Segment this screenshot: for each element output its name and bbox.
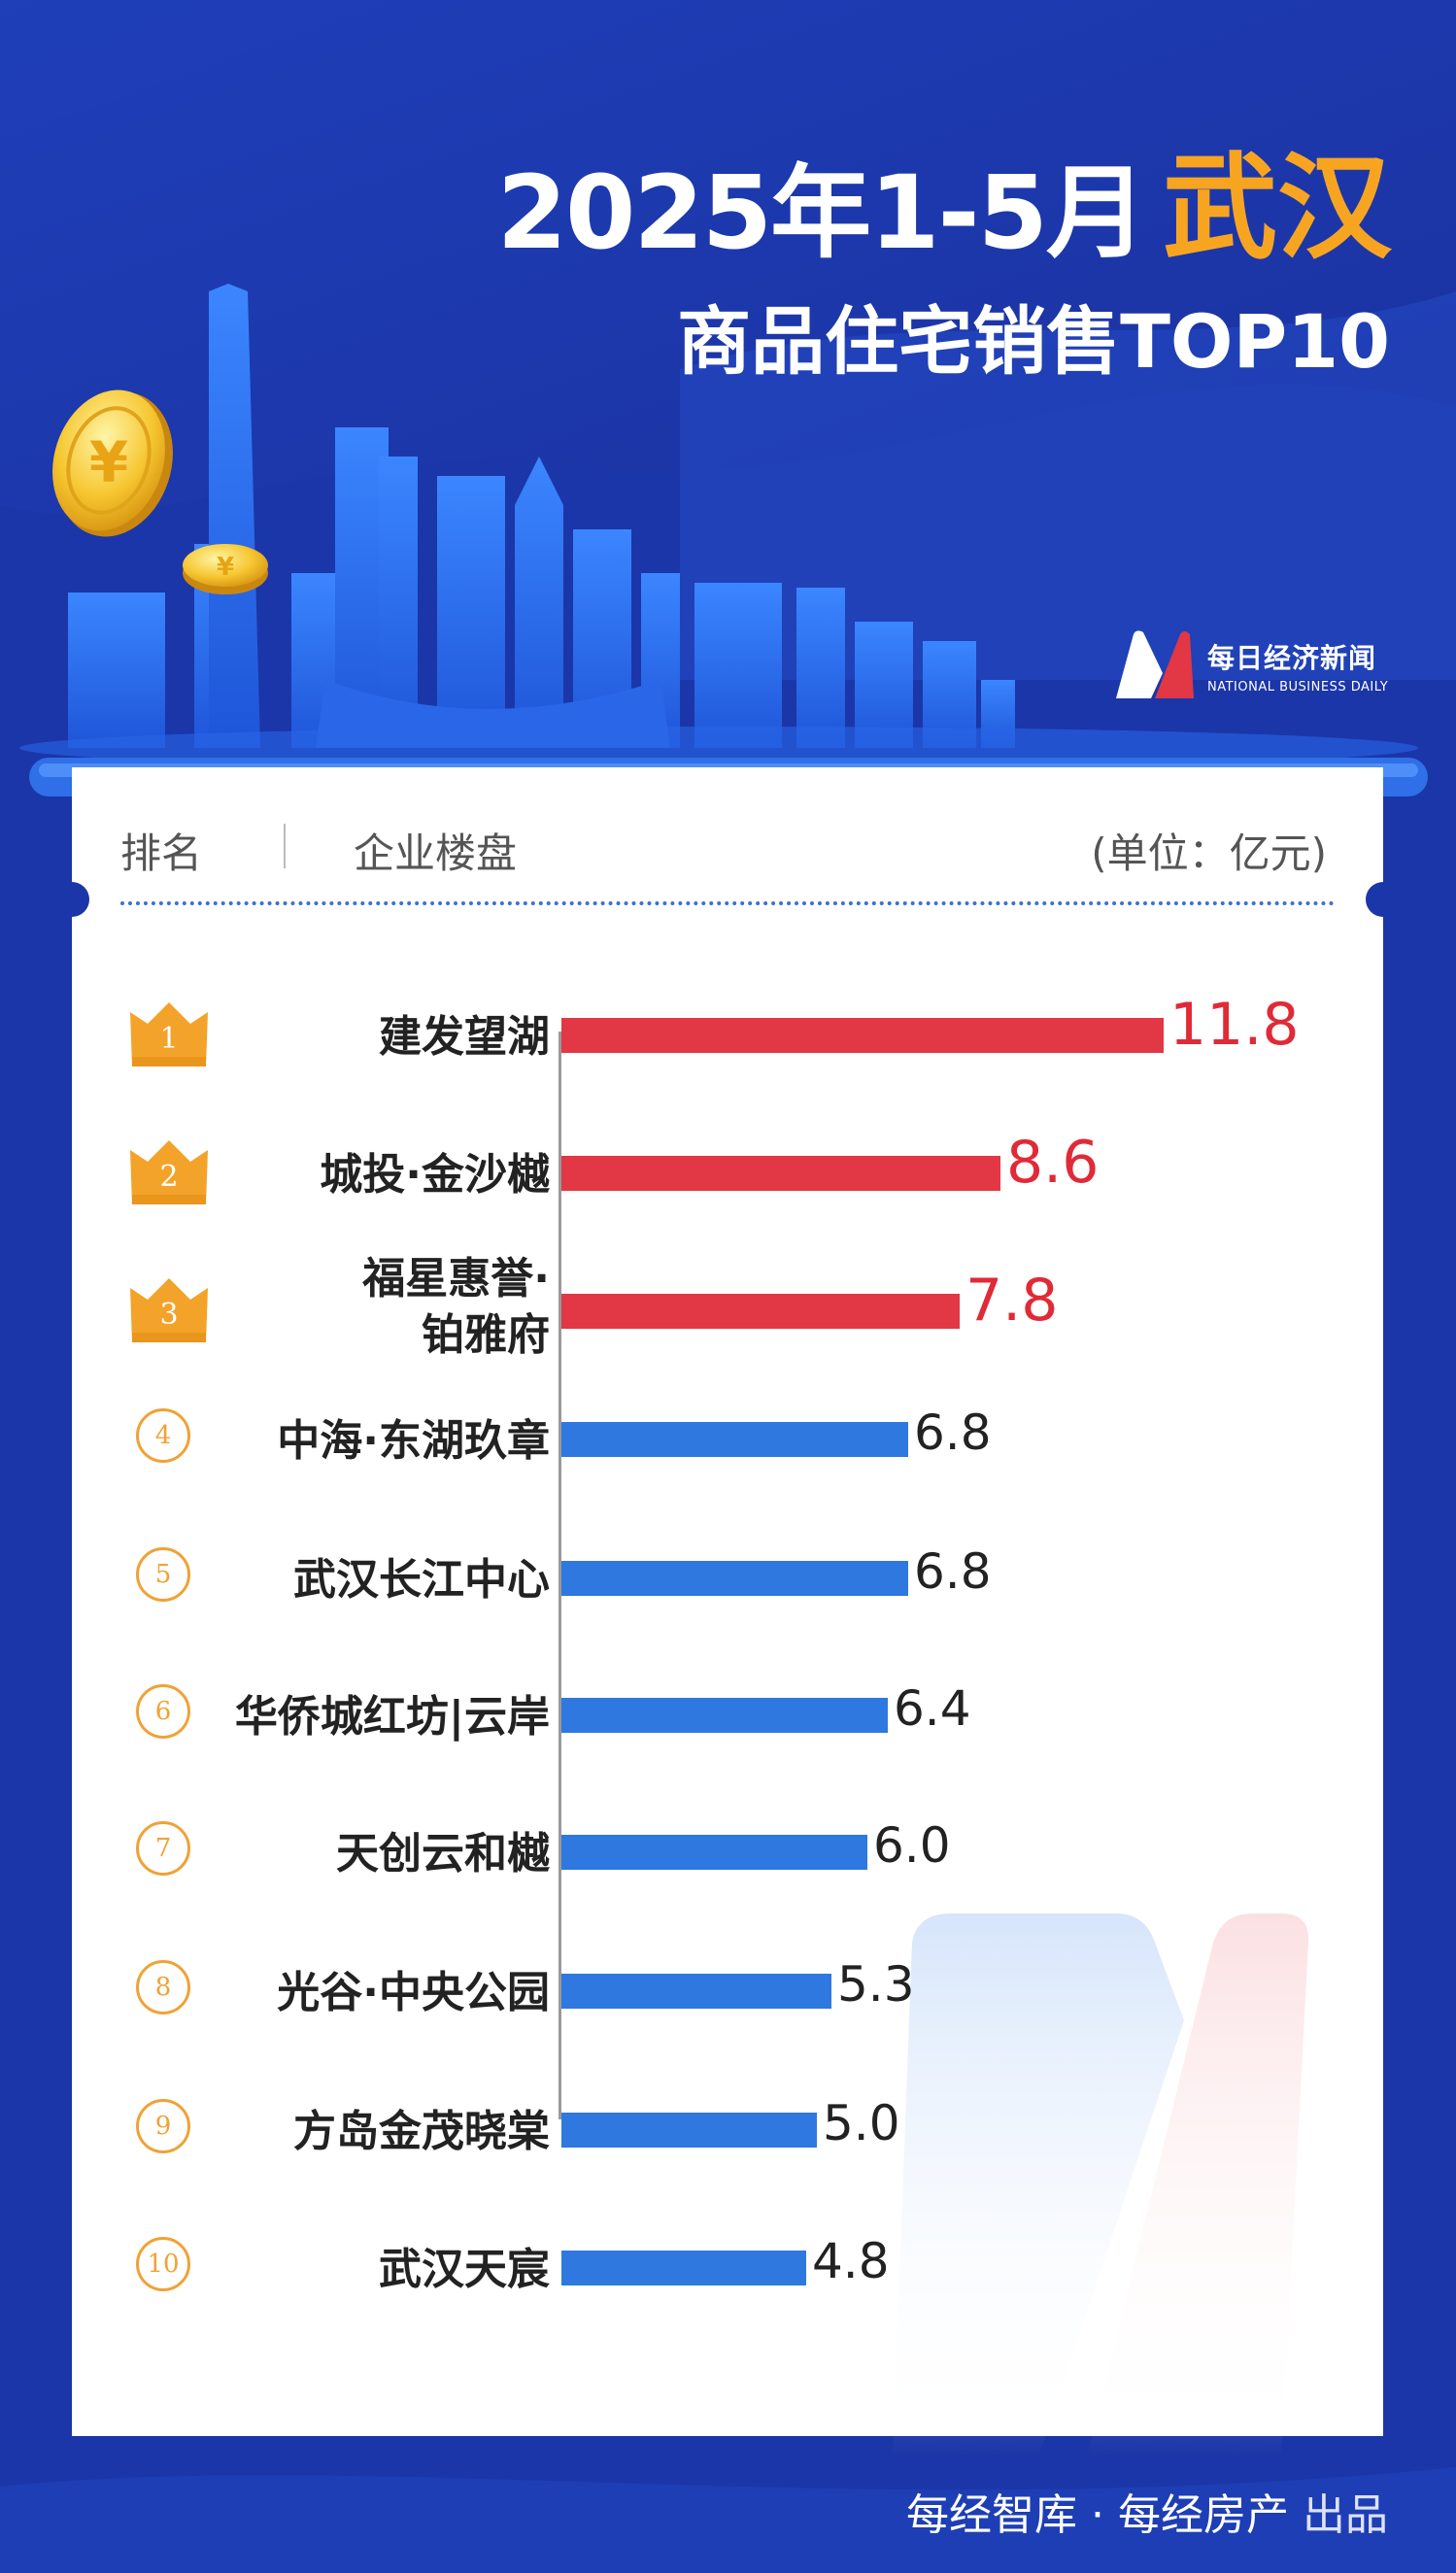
watermark-logo [893,1913,1309,2457]
bar [561,1561,908,1596]
crown-badge-icon: 3 [128,1274,210,1344]
bar [561,1018,1164,1053]
bar-value-label: 11.8 [1169,991,1300,1059]
bar-value-label: 5.0 [823,2095,900,2151]
bar [561,1422,908,1457]
nbd-logo-icon [1116,630,1194,698]
header-divider [284,824,286,868]
chart-row: 4 中海·东湖玖章 6.8 [72,1395,1383,1492]
chart-row: 5 武汉长江中心 6.8 [72,1534,1383,1631]
title-period: 2025年1-5月 [496,153,1147,272]
rank-number: 6 [136,1684,190,1739]
bar-category-label: 华侨城红坊|云岸 [234,1692,550,1742]
unit-label: (单位：亿元) [1091,829,1327,877]
page-subtitle: 商品住宅销售TOP10 [677,298,1390,385]
rank-number: 8 [136,1960,190,2014]
bar-category-label: 天创云和樾 [336,1829,550,1879]
rank-number: 4 [136,1408,190,1463]
bar-category-label: 城投·金沙樾 [320,1150,550,1200]
crown-badge-icon: 1 [128,999,210,1068]
rank-number: 1 [159,1022,179,1056]
bar-category-label: 方岛金茂晓棠 [293,2107,550,2156]
rank-number: 10 [136,2237,190,2291]
card-notch-right [1366,882,1401,917]
logo-en-text: NATIONAL BUSINESS DAILY [1207,679,1389,694]
bar [561,1974,831,2009]
bar [561,1294,960,1329]
dotted-divider [120,901,1335,905]
bar-category-label: 福星惠誉· 铂雅府 [362,1254,550,1360]
chart-row: 7 天创云和樾 6.0 [72,1808,1383,1905]
svg-text:¥: ¥ [89,429,128,495]
chart-row: 2 城投·金沙樾 8.6 [72,1129,1383,1226]
bar [561,1698,888,1733]
bar-value-label: 5.3 [837,1956,915,2013]
chart-row: 6 华侨城红坊|云岸 6.4 [72,1671,1383,1768]
bar-value-label: 6.8 [914,1405,992,1461]
bar-value-label: 6.8 [914,1543,992,1600]
chart-row: 10 武汉天宸 4.8 [72,2223,1383,2320]
chart-row: 1 建发望湖 11.8 [72,991,1383,1088]
rank-number: 5 [136,1547,190,1602]
bar-value-label: 6.0 [873,1817,951,1874]
bar-category-label: 光谷·中央公园 [277,1968,550,2017]
bar-value-label: 8.6 [1006,1129,1100,1197]
bar [561,2113,817,2148]
yen-coin-icon: ¥ ¥ [52,389,268,594]
footer-credit-text: 每经智库 · 每经房产 [906,2490,1289,2540]
rank-number: 9 [136,2099,190,2153]
rank-number: 3 [159,1298,179,1332]
footer-suffix: 出品 [1303,2490,1388,2540]
bar [561,1156,1000,1191]
skyline-illustration [68,284,1015,748]
bar-category-label: 武汉天宸 [379,2245,550,2294]
bar [561,2251,806,2285]
chart-row: 9 方岛金茂晓棠 5.0 [72,2085,1383,2183]
crown-badge-icon: 2 [128,1136,210,1206]
bar-value-label: 6.4 [894,1680,971,1737]
bar [561,1835,867,1870]
bar-category-label: 武汉长江中心 [293,1555,550,1605]
bar-category-label: 中海·东湖玖章 [277,1416,550,1466]
svg-text:¥: ¥ [217,553,234,582]
bar-value-label: 4.8 [812,2233,890,2289]
column-header-name: 企业楼盘 [354,829,518,877]
footer-credit: 每经智库 · 每经房产 出品 [906,2480,1388,2542]
chart-axis-line [559,1032,561,2119]
title-city: 武汉 [1162,141,1392,275]
bar-category-label: 建发望湖 [379,1012,550,1062]
nbd-logo: 每日经济新闻 NATIONAL BUSINESS DAILY [1112,622,1404,709]
logo-cn-text: 每日经济新闻 [1207,641,1377,674]
chart-row: 8 光谷·中央公园 5.3 [72,1947,1383,2044]
rank-number: 7 [136,1821,190,1876]
column-header-rank: 排名 [120,829,203,877]
card-notch-left [54,882,89,917]
rank-number: 2 [159,1160,179,1194]
chart-row: 3 福星惠誉· 铂雅府 7.8 [72,1254,1383,1364]
bar-value-label: 7.8 [965,1267,1059,1335]
ranking-card: 排名 企业楼盘 (单位：亿元) 1 建发望湖 11.8 2 城投·金沙樾 8.6 3 福星惠誉… [54,767,1401,2457]
page-title: 2025年1-5月 武汉 [497,115,1392,275]
